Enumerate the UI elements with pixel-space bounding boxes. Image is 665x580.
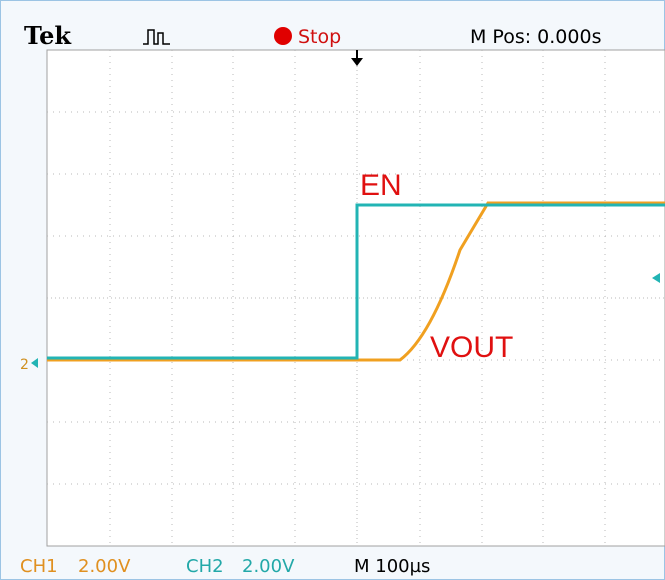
ch2-label: CH2 [186,556,224,577]
ch1-label: CH1 [20,556,58,577]
ch1-scale: 2.00V [78,556,131,577]
ch2-marker: 2 [20,357,29,373]
en-label: EN [360,169,402,202]
timebase: M 100µs [354,556,430,577]
scope-screen: 2 Tek Stop M Pos: 0.000s EN VOUT CH1 2.0… [0,0,665,580]
vout-label: VOUT [430,331,513,364]
position: M Pos: 0.000s [470,26,601,48]
brand: Tek [24,21,72,50]
status: Stop [298,26,341,48]
stop-icon [274,27,292,45]
ch2-scale: 2.00V [242,556,295,577]
page: 2 Tek Stop M Pos: 0.000s EN VOUT CH1 2.0… [0,0,665,580]
